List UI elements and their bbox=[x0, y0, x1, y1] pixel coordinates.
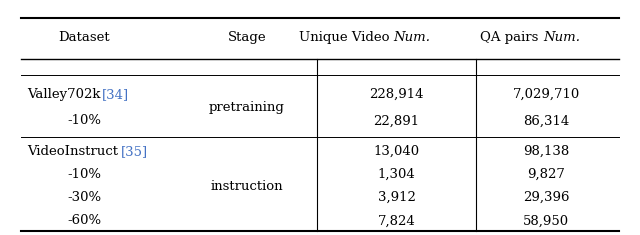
Text: Unique Video: Unique Video bbox=[298, 31, 394, 44]
Text: 13,040: 13,040 bbox=[373, 145, 420, 158]
Text: 22,891: 22,891 bbox=[373, 114, 420, 127]
Text: [34]: [34] bbox=[102, 88, 129, 101]
Text: 9,827: 9,827 bbox=[527, 168, 565, 181]
Text: pretraining: pretraining bbox=[209, 101, 285, 114]
Text: -10%: -10% bbox=[67, 168, 101, 181]
Text: 1,304: 1,304 bbox=[378, 168, 415, 181]
Text: 29,396: 29,396 bbox=[523, 191, 570, 204]
Text: Stage: Stage bbox=[227, 31, 266, 44]
Text: QA pairs: QA pairs bbox=[481, 31, 543, 44]
Text: Num.: Num. bbox=[543, 31, 580, 44]
Text: 98,138: 98,138 bbox=[523, 145, 570, 158]
Text: [35]: [35] bbox=[121, 145, 148, 158]
Text: 58,950: 58,950 bbox=[523, 214, 569, 227]
Text: -10%: -10% bbox=[67, 114, 101, 127]
Text: 7,029,710: 7,029,710 bbox=[513, 88, 580, 101]
Text: 7,824: 7,824 bbox=[378, 214, 415, 227]
Text: -30%: -30% bbox=[67, 191, 101, 204]
Text: 86,314: 86,314 bbox=[523, 114, 570, 127]
Text: VideoInstruct: VideoInstruct bbox=[27, 145, 122, 158]
Text: -60%: -60% bbox=[67, 214, 101, 227]
Text: 228,914: 228,914 bbox=[369, 88, 424, 101]
Text: Dataset: Dataset bbox=[58, 31, 110, 44]
Text: 3,912: 3,912 bbox=[378, 191, 415, 204]
Text: instruction: instruction bbox=[211, 180, 283, 192]
Text: Valley702k: Valley702k bbox=[27, 88, 104, 101]
Text: Num.: Num. bbox=[394, 31, 430, 44]
